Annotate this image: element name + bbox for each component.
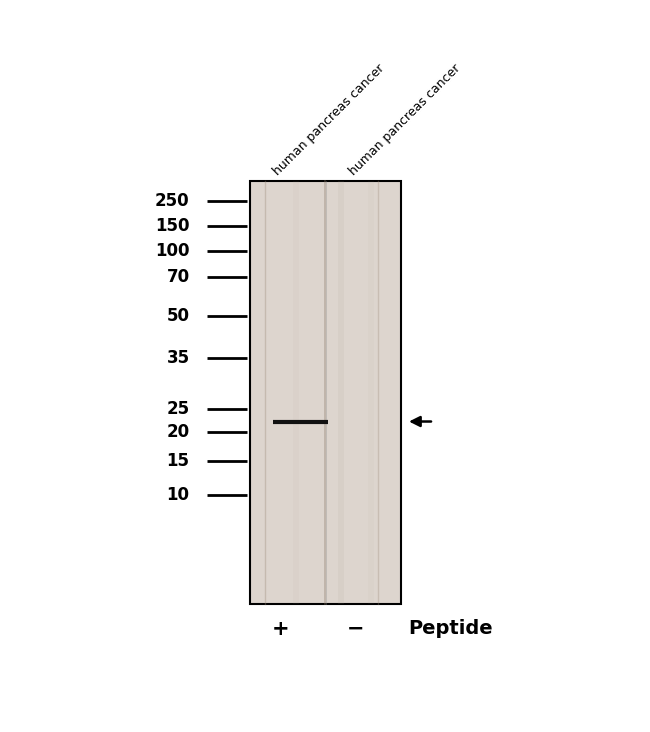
Text: Peptide: Peptide: [409, 619, 493, 638]
Text: 250: 250: [155, 192, 190, 209]
Text: 20: 20: [166, 422, 190, 441]
Text: −: −: [347, 619, 365, 639]
Bar: [292, 181, 299, 604]
Text: human pancreas cancer: human pancreas cancer: [346, 61, 463, 178]
Text: 70: 70: [166, 268, 190, 285]
Text: human pancreas cancer: human pancreas cancer: [271, 61, 387, 178]
Text: 25: 25: [166, 400, 190, 418]
Text: 100: 100: [155, 242, 190, 261]
Text: +: +: [272, 619, 289, 639]
Bar: [338, 181, 344, 604]
Text: 50: 50: [166, 307, 190, 325]
Bar: [369, 181, 374, 604]
Text: 35: 35: [166, 349, 190, 367]
Text: 10: 10: [166, 486, 190, 504]
Text: 150: 150: [155, 217, 190, 235]
Bar: [250, 181, 401, 604]
Text: 15: 15: [166, 452, 190, 470]
